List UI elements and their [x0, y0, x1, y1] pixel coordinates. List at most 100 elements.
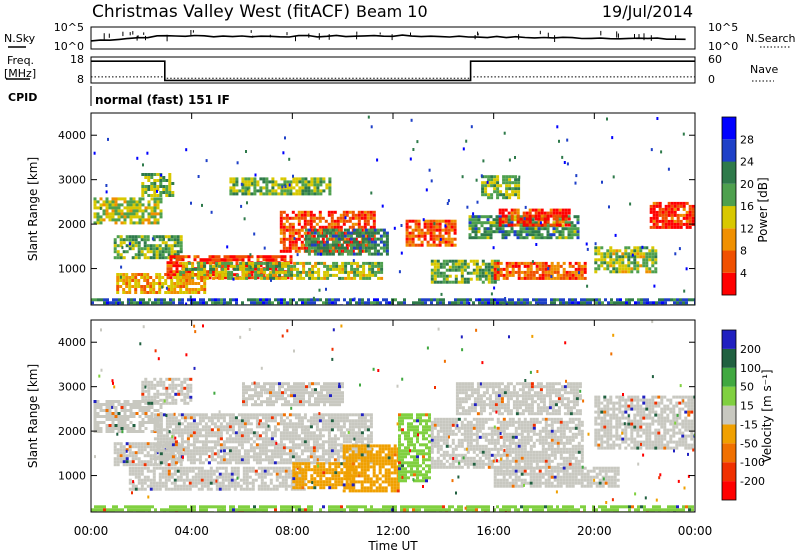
velocity-cell: [297, 455, 301, 459]
velocity-cell: [312, 458, 316, 462]
power-cell: [676, 204, 680, 208]
power-cell: [688, 298, 691, 302]
power-cell: [181, 301, 184, 305]
velocity-cell: [153, 377, 157, 381]
power-cell: [333, 222, 337, 226]
power-cell: [430, 274, 434, 278]
power-cell: [481, 193, 485, 197]
velocity-cell: [246, 437, 250, 441]
power-cell: [268, 300, 271, 304]
velocity-cell: [174, 446, 178, 450]
velocity-cell: [285, 416, 289, 420]
power-cell: [538, 301, 541, 305]
power-cell: [203, 267, 207, 271]
velocity-cell: [282, 428, 286, 432]
power-cell: [253, 267, 257, 271]
power-cell: [291, 243, 295, 247]
power-cell: [487, 268, 491, 272]
power-cell: [661, 225, 665, 229]
power-cell: [283, 183, 287, 187]
power-cell: [469, 271, 473, 275]
velocity-cell: [246, 452, 250, 456]
velocity-cell: [195, 452, 199, 456]
power-cell: [368, 267, 372, 271]
power-cell: [348, 216, 352, 220]
velocity-cell: [237, 458, 241, 462]
power-cell: [480, 233, 484, 237]
power-cell: [230, 273, 234, 277]
power-cell: [466, 205, 469, 209]
power-cell: [120, 197, 124, 201]
velocity-cell: [255, 434, 259, 438]
power-cell: [310, 246, 314, 250]
velocity-cell: [303, 440, 307, 444]
power-cell: [469, 298, 472, 302]
velocity-cell: [243, 461, 247, 465]
power-cell: [99, 206, 102, 210]
power-cell: [230, 270, 234, 274]
power-cell: [664, 213, 668, 217]
velocity-cell: [177, 452, 181, 456]
velocity-cell: [333, 449, 337, 453]
power-cell: [347, 261, 351, 265]
power-cell: [691, 216, 695, 220]
power-cell: [304, 180, 308, 184]
velocity-cell: [243, 440, 247, 444]
velocity-cell: [210, 416, 214, 420]
power-cell: [682, 298, 685, 302]
velocity-cell: [228, 455, 232, 459]
power-cell: [158, 253, 162, 257]
power-cell: [288, 246, 292, 250]
power-cell: [316, 186, 320, 190]
power-cell: [105, 215, 109, 219]
velocity-cell: [159, 431, 163, 435]
velocity-cell: [189, 431, 193, 435]
velocity-cell: [228, 416, 232, 420]
power-cell: [304, 249, 308, 253]
power-cell: [165, 185, 169, 188]
power-cell: [163, 301, 166, 305]
power-cell: [114, 200, 118, 204]
velocity-cell: [125, 454, 129, 458]
velocity-cell: [291, 434, 295, 438]
power-cell: [313, 249, 317, 253]
power-cell: [379, 237, 383, 241]
velocity-cell: [159, 458, 163, 462]
power-cell: [476, 200, 479, 204]
velocity-cell: [306, 440, 310, 444]
velocity-cell: [348, 440, 352, 444]
power-cell: [305, 270, 309, 274]
velocity-cell: [201, 428, 205, 432]
power-cell: [295, 192, 299, 196]
velocity-cell: [126, 409, 130, 412]
power-cell: [652, 219, 656, 223]
velocity-cell: [204, 452, 208, 456]
power-cell: [331, 301, 334, 305]
power-cell: [286, 186, 290, 190]
power-cell: [269, 270, 273, 274]
power-cell: [435, 222, 439, 226]
power-cell: [594, 252, 598, 256]
velocity-cell: [267, 461, 271, 465]
power-cell: [661, 222, 665, 226]
power-cell: [157, 298, 160, 302]
power-cell: [337, 252, 341, 256]
power-cell: [531, 233, 535, 237]
velocity-cell: [141, 395, 145, 399]
power-cell: [212, 267, 216, 271]
power-cell: [144, 176, 148, 179]
power-cell: [287, 270, 291, 274]
power-cell: [432, 228, 436, 232]
velocity-cell: [159, 377, 163, 381]
velocity-cell: [131, 454, 135, 458]
power-cell: [227, 261, 231, 265]
velocity-cell: [357, 416, 361, 420]
power-cell: [367, 231, 371, 235]
power-cell: [498, 215, 502, 219]
velocity-cell: [231, 437, 235, 441]
power-cell: [346, 228, 350, 232]
power-cell: [683, 289, 686, 293]
power-cell: [223, 276, 227, 280]
power-cell: [116, 273, 120, 276]
velocity-cell: [165, 443, 169, 447]
